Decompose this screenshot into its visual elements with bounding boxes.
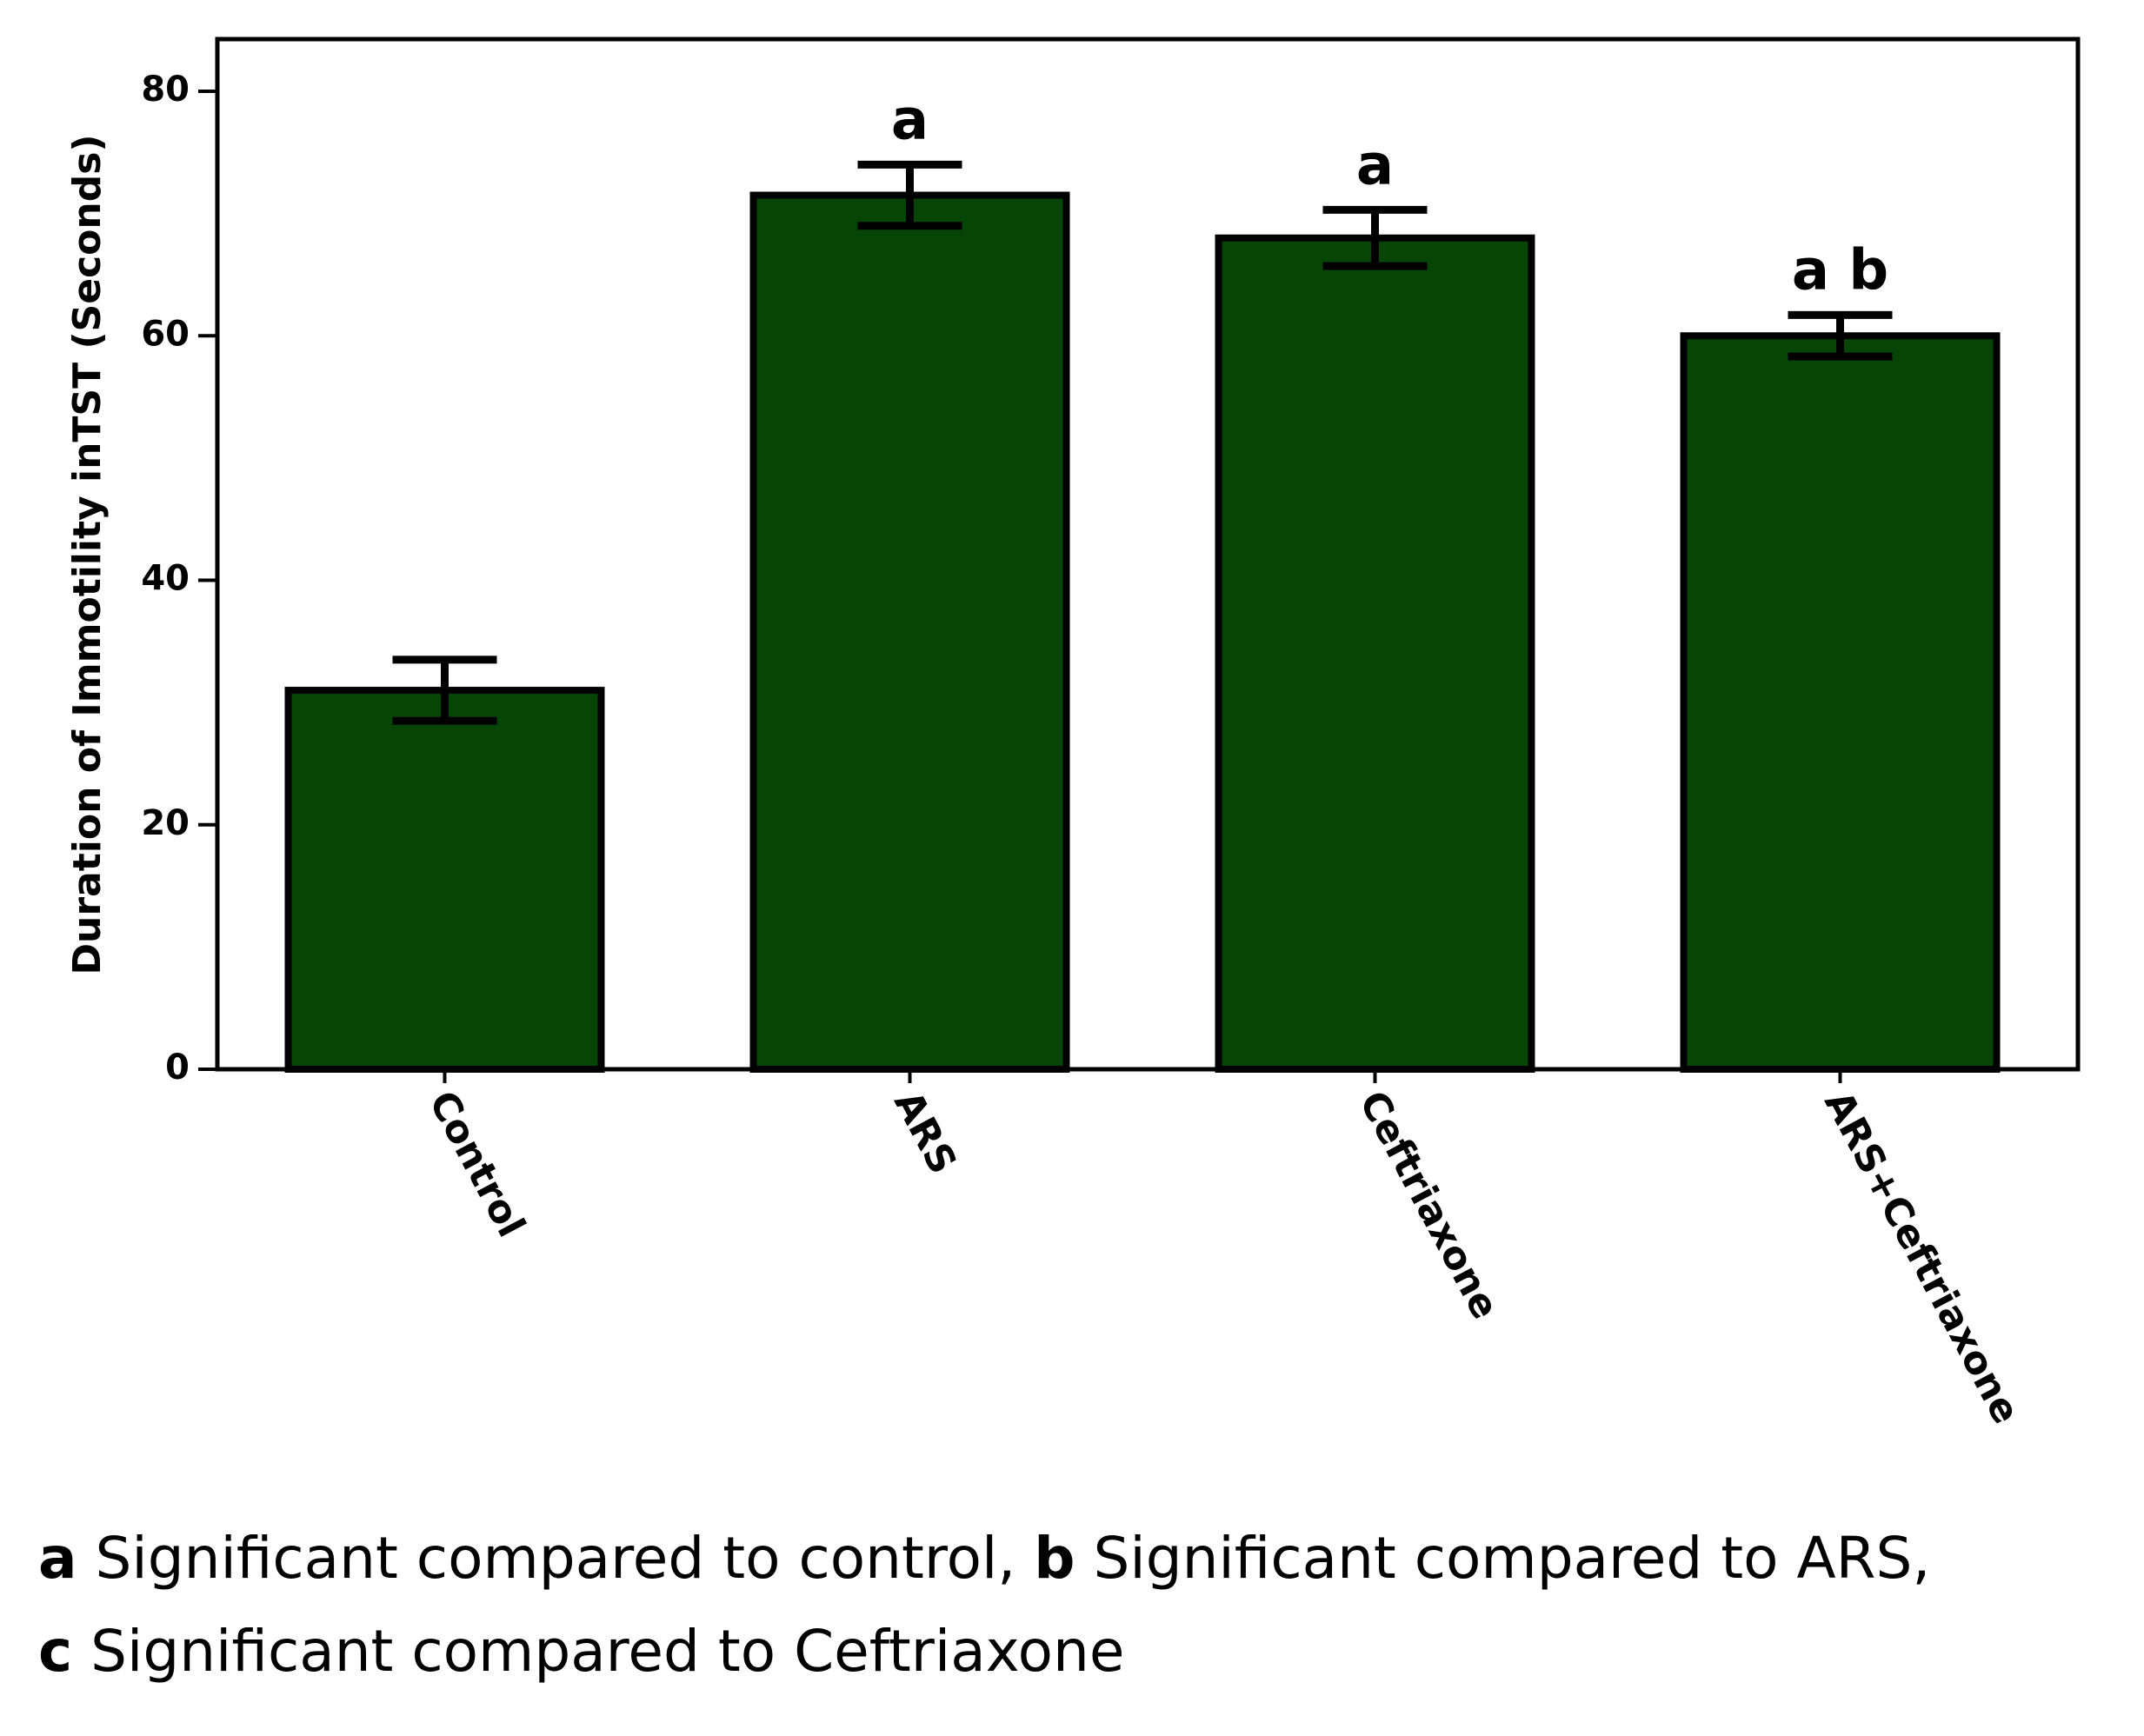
error-bar — [392, 655, 497, 725]
x-tick-label: ARS+Ceftriaxone — [1815, 1084, 2028, 1431]
x-tick-label: ARS — [885, 1084, 965, 1181]
significance-label: a — [1356, 133, 1394, 197]
footnote-key-a: a — [38, 1525, 77, 1592]
bar-chart: a a a b 0 20 40 60 80 Control ARS Ceftriaxone ARS… — [65, 37, 2081, 1431]
y-axis-label: Duration of Immotility inTST (Seconds) — [65, 134, 110, 974]
error-bars-group — [392, 160, 1893, 725]
y-tick-label: 20 — [141, 803, 190, 843]
footnote-key-b: b — [1034, 1525, 1075, 1592]
footnote: a Significant compared to control, b Sig… — [38, 1513, 2134, 1699]
footnote-text-a: Significant compared to control, — [77, 1525, 1035, 1592]
bar-control — [284, 687, 605, 1073]
footnote-line-1: a Significant compared to control, b Sig… — [38, 1513, 2134, 1606]
y-tick-label: 60 — [141, 314, 190, 354]
footnote-line-2: c Significant compared to Ceftriaxone — [38, 1606, 2134, 1699]
error-bar — [1322, 205, 1428, 270]
bar-ars — [749, 191, 1070, 1073]
footnote-text-b: Significant compared to ARS, — [1075, 1525, 1931, 1592]
error-bar — [857, 160, 962, 230]
annotations-group: a a a b — [891, 88, 1888, 303]
footnote-key-c: c — [38, 1617, 73, 1685]
y-tick-label: 40 — [141, 559, 190, 599]
y-tick-label: 80 — [141, 70, 190, 110]
x-axis: Control ARS Ceftriaxone ARS+Ceftriaxone — [420, 1069, 2028, 1431]
error-bar — [1788, 310, 1893, 361]
x-tick-label: Ceftriaxone — [1350, 1084, 1508, 1327]
bar-ceftriaxone — [1215, 234, 1535, 1073]
footnote-text-c: Significant compared to Ceftriaxone — [72, 1617, 1125, 1685]
y-axis: 0 20 40 60 80 — [141, 70, 217, 1087]
significance-label: a — [891, 88, 929, 152]
y-tick-label: 0 — [165, 1048, 190, 1087]
significance-label: a b — [1792, 238, 1888, 303]
x-tick-label: Control — [420, 1084, 533, 1245]
bar-ars-ceftriaxone — [1680, 332, 2001, 1073]
